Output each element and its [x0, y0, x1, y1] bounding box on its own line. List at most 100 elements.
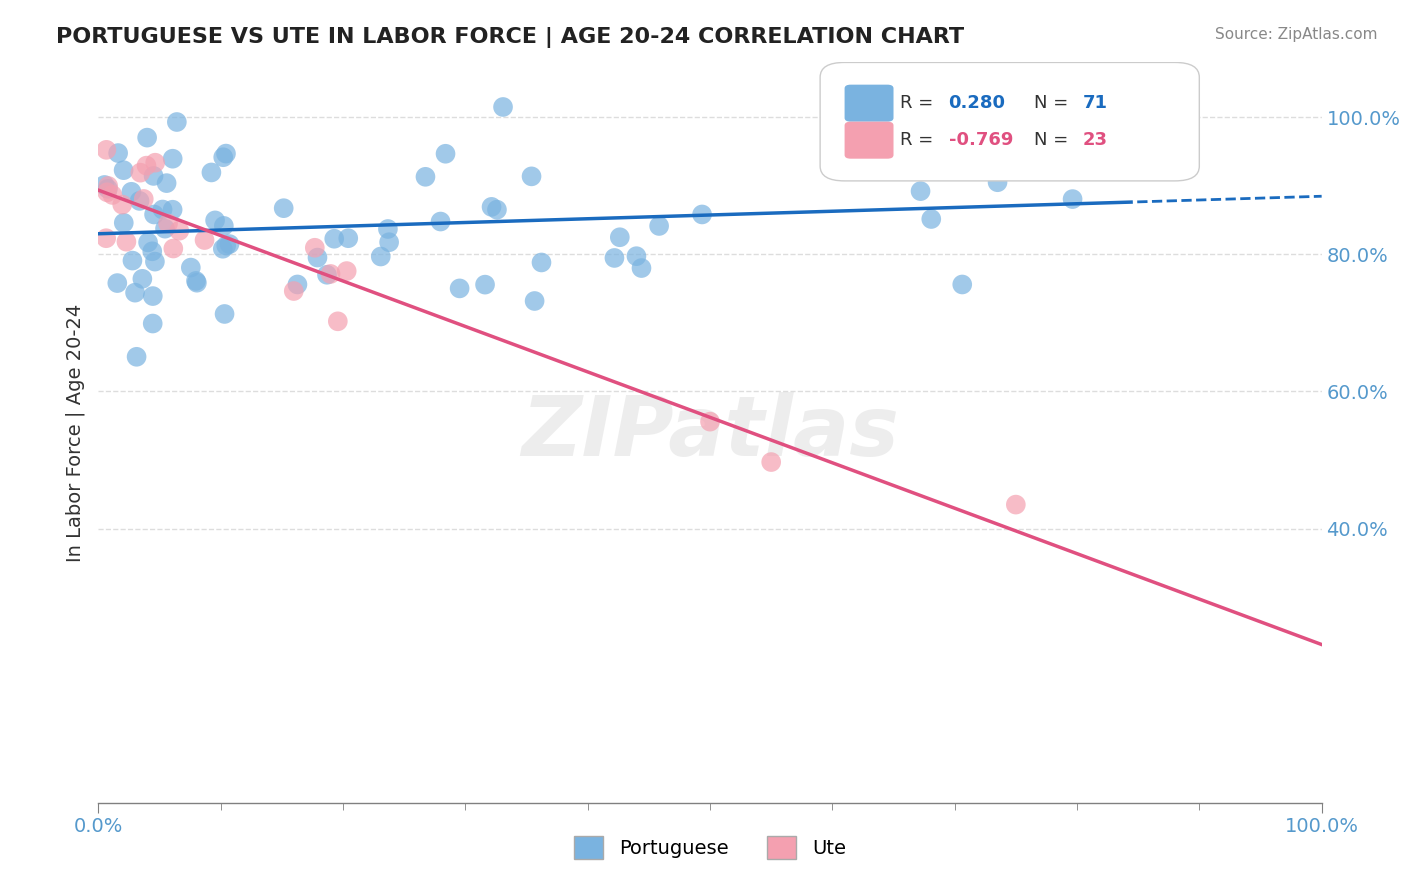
Portuguese — [142, 289, 165, 303]
Portuguese — [142, 317, 165, 331]
Portuguese — [124, 285, 146, 300]
Portuguese — [136, 235, 159, 250]
Portuguese — [143, 207, 166, 221]
Ute — [96, 186, 118, 200]
Portuguese — [630, 261, 652, 276]
Portuguese — [1123, 148, 1146, 162]
Portuguese — [214, 307, 236, 321]
Portuguese — [120, 185, 142, 199]
Portuguese — [155, 176, 177, 190]
Portuguese — [218, 237, 240, 252]
Ute — [97, 178, 120, 193]
Text: N =: N = — [1035, 131, 1074, 149]
Text: R =: R = — [900, 95, 939, 112]
Portuguese — [378, 235, 401, 250]
Portuguese — [287, 277, 309, 292]
Text: N =: N = — [1035, 95, 1074, 112]
Ute — [96, 143, 118, 157]
Portuguese — [273, 201, 295, 215]
Portuguese — [485, 202, 508, 217]
Portuguese — [166, 115, 188, 129]
Portuguese — [180, 260, 202, 275]
Portuguese — [128, 194, 150, 208]
Portuguese — [449, 281, 471, 295]
Portuguese — [1062, 192, 1084, 206]
Portuguese — [200, 165, 222, 179]
Portuguese — [603, 251, 626, 265]
Text: PORTUGUESE VS UTE IN LABOR FORCE | AGE 20-24 CORRELATION CHART: PORTUGUESE VS UTE IN LABOR FORCE | AGE 2… — [56, 27, 965, 48]
Portuguese — [215, 146, 238, 161]
Ute — [135, 159, 157, 173]
Portuguese — [648, 219, 671, 233]
Ute — [761, 455, 783, 469]
Portuguese — [112, 216, 135, 230]
Ute — [283, 284, 305, 298]
Portuguese — [184, 274, 207, 288]
Ute — [115, 235, 138, 249]
Ute — [1004, 498, 1026, 512]
Text: 71: 71 — [1083, 95, 1108, 112]
Portuguese — [136, 130, 159, 145]
Ute — [94, 231, 117, 245]
Portuguese — [337, 231, 360, 245]
Portuguese — [377, 222, 399, 236]
Portuguese — [204, 213, 226, 227]
Ute — [336, 264, 359, 278]
Ute — [319, 267, 342, 281]
Portuguese — [143, 254, 166, 268]
Ute — [304, 241, 326, 255]
Portuguese — [121, 253, 143, 268]
Portuguese — [429, 214, 451, 228]
Portuguese — [991, 96, 1014, 111]
Ute — [101, 188, 124, 202]
Portuguese — [950, 277, 973, 292]
Portuguese — [186, 276, 208, 290]
Portuguese — [986, 175, 1008, 189]
Portuguese — [162, 202, 184, 217]
Portuguese — [520, 169, 543, 184]
Portuguese — [920, 212, 942, 227]
Y-axis label: In Labor Force | Age 20-24: In Labor Force | Age 20-24 — [65, 303, 84, 562]
Text: 0.280: 0.280 — [949, 95, 1005, 112]
Portuguese — [153, 221, 176, 235]
Portuguese — [316, 268, 339, 282]
Portuguese — [212, 219, 235, 233]
Portuguese — [523, 293, 546, 308]
Portuguese — [212, 150, 235, 164]
Portuguese — [112, 163, 135, 178]
Portuguese — [370, 250, 392, 264]
Portuguese — [415, 169, 437, 184]
Portuguese — [434, 146, 457, 161]
Ute — [193, 233, 215, 247]
Portuguese — [105, 276, 128, 290]
Portuguese — [142, 169, 165, 183]
Portuguese — [910, 184, 932, 198]
FancyBboxPatch shape — [845, 121, 894, 159]
Portuguese — [323, 232, 346, 246]
Portuguese — [530, 255, 553, 269]
Ute — [143, 155, 166, 169]
Portuguese — [474, 277, 496, 292]
Portuguese — [626, 249, 648, 263]
Text: ZIPatlas: ZIPatlas — [522, 392, 898, 473]
Portuguese — [131, 272, 153, 286]
Portuguese — [93, 178, 115, 192]
Portuguese — [492, 100, 515, 114]
Ute — [162, 242, 184, 256]
Portuguese — [609, 230, 631, 244]
Portuguese — [307, 251, 329, 265]
Text: R =: R = — [900, 131, 939, 149]
Legend: Portuguese, Ute: Portuguese, Ute — [567, 828, 853, 867]
Ute — [699, 415, 721, 429]
Ute — [169, 224, 191, 238]
Ute — [157, 217, 180, 231]
Portuguese — [141, 244, 163, 259]
Portuguese — [152, 202, 174, 217]
Portuguese — [215, 238, 238, 252]
FancyBboxPatch shape — [845, 85, 894, 121]
Ute — [132, 192, 155, 206]
Text: 23: 23 — [1083, 131, 1108, 149]
Portuguese — [162, 152, 184, 166]
Ute — [129, 166, 152, 180]
Text: Source: ZipAtlas.com: Source: ZipAtlas.com — [1215, 27, 1378, 42]
